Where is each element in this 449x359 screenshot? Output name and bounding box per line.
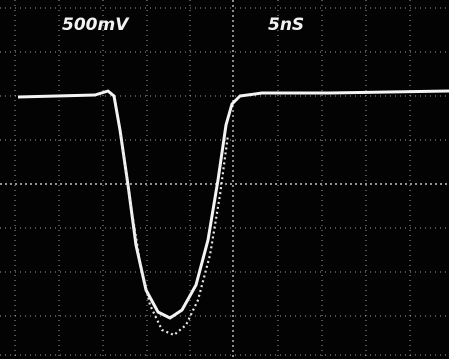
screen-background [0, 0, 449, 359]
time-label: 5nS [268, 15, 304, 35]
oscilloscope-screen: 500mV 5nS [0, 0, 449, 359]
voltage-label: 500mV [62, 15, 130, 35]
